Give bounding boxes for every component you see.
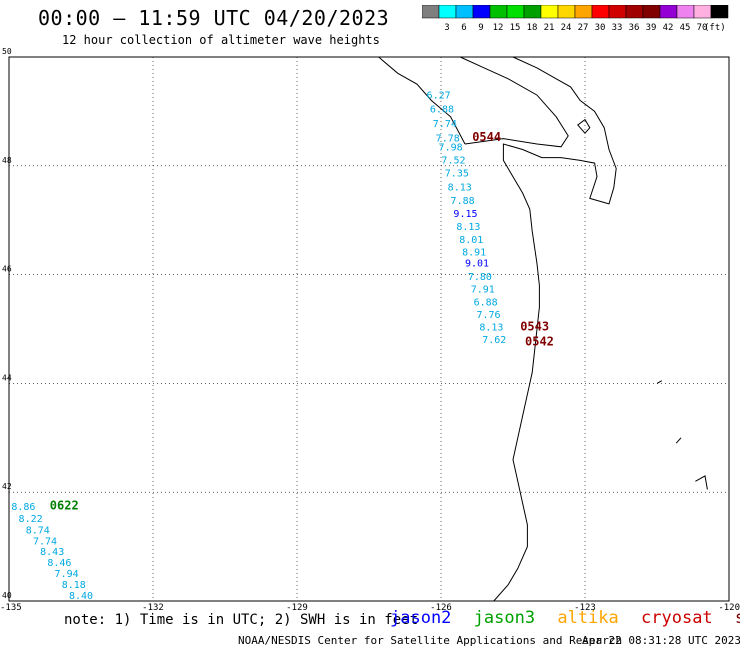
legend-label: 45 — [680, 23, 691, 33]
mission-s3a: s3a — [735, 608, 740, 628]
legend-label: 21 — [544, 23, 555, 33]
swh-value: 7.94 — [55, 569, 79, 580]
coast-fragment — [675, 437, 682, 444]
swh-value: 8.01 — [459, 235, 483, 246]
pass-time: 0622 — [50, 499, 79, 513]
swh-value: 7.78 — [436, 133, 460, 144]
lon-label: -129 — [286, 603, 308, 613]
swh-value: 7.52 — [441, 156, 465, 167]
swh-value: 6.88 — [474, 298, 498, 309]
map-title: 00:00 – 11:59 UTC 04/20/2023 — [38, 6, 390, 30]
pass-time: 0543 — [520, 320, 549, 334]
map-frame — [8, 56, 730, 602]
swh-value: 7.91 — [471, 285, 495, 296]
swh-value: 6.27 — [427, 90, 451, 101]
legend-label: 12 — [493, 23, 504, 33]
san-juan-islands — [577, 118, 591, 134]
swh-value: 7.76 — [476, 310, 500, 321]
swh-value: 7.74 — [33, 536, 57, 547]
legend-swatch — [710, 5, 729, 19]
swh-value: 7.98 — [439, 143, 463, 154]
swh-value: 7.62 — [482, 335, 506, 346]
color-legend: 3 6 9 12 15 18 21 24 27 30 33 36 39 42 45 70(ft) — [422, 5, 729, 33]
legend-label: 70 — [697, 23, 708, 33]
lat-label: 44 — [2, 373, 12, 382]
legend-label: 6 — [461, 23, 466, 33]
legend-label: 33 — [612, 23, 623, 33]
lon-label: -135 — [0, 603, 22, 613]
footer-note: note: 1) Time is in UTC; 2) SWH is in fe… — [64, 612, 419, 628]
legend-label: 24 — [561, 23, 572, 33]
lat-label: 48 — [2, 156, 12, 165]
swh-value: 9.01 — [465, 258, 489, 269]
swh-value: 8.91 — [462, 248, 486, 259]
swh-value: 8.22 — [19, 514, 43, 525]
pass-time: 0542 — [525, 334, 554, 348]
legend-label: 42 — [663, 23, 674, 33]
swh-value: 8.43 — [40, 547, 64, 558]
lat-label: 46 — [2, 265, 12, 274]
legend-label: 36 — [629, 23, 640, 33]
mission-jason2: jason2 — [390, 608, 452, 628]
coast-fragment — [695, 475, 708, 490]
swh-value: 8.18 — [62, 580, 86, 591]
swh-value: 9.15 — [453, 209, 477, 220]
mission-legend: jason2 jason3 altika cryosat s3a — [390, 608, 740, 628]
legend-label: 3 — [444, 23, 449, 33]
swh-value: 7.80 — [468, 272, 492, 283]
pass-time: 0544 — [472, 130, 501, 144]
swh-value: 8.74 — [26, 526, 50, 537]
swh-value: 8.86 — [11, 502, 35, 513]
legend-label: 15 — [510, 23, 521, 33]
swh-value: 7.88 — [451, 196, 475, 207]
lon-label: -132 — [142, 603, 164, 613]
mission-altika: altika — [557, 608, 619, 628]
swh-value: 8.40 — [69, 591, 93, 602]
map-grid — [9, 57, 729, 601]
island-coast-west — [378, 56, 466, 145]
map-subtitle: 12 hour collection of altimeter wave hei… — [62, 33, 380, 47]
swh-value: 8.13 — [448, 182, 472, 193]
coast-fragment — [656, 380, 663, 384]
legend-unit: (ft) — [704, 23, 726, 33]
timestamp: Apr 22 08:31:28 UTC 2023 — [582, 634, 740, 647]
swh-value: 6.88 — [430, 104, 454, 115]
legend-label: 9 — [478, 23, 483, 33]
legend-label: 30 — [595, 23, 606, 33]
longitude-labels: -135 -132 -129 -126 -123 -120 — [0, 603, 740, 613]
mission-jason3: jason3 — [473, 608, 536, 628]
swh-value: 7.74 — [433, 119, 457, 130]
legend-label: 39 — [646, 23, 657, 33]
swh-value: 7.35 — [445, 169, 469, 180]
lon-label: -120 — [718, 603, 740, 613]
lon-label: -123 — [574, 603, 596, 613]
credit-text: NOAA/NESDIS Center for Satellite Applica… — [238, 634, 623, 647]
observation-labels: 6.27 6.88 7.74 7.787.98 7.52 7.35 8.13 7.88 9.15… — [11, 90, 506, 601]
latitude-labels: 50 48 46 44 42 40 — [2, 47, 12, 600]
lat-label: 50 — [2, 47, 12, 56]
lon-label: -126 — [430, 603, 452, 613]
mission-cryosat: cryosat — [641, 608, 713, 628]
island-coast-east — [459, 56, 569, 148]
mainland-coast — [493, 56, 617, 602]
lat-label: 42 — [2, 482, 12, 491]
lat-label: 40 — [2, 591, 12, 600]
swh-value: 8.13 — [456, 222, 480, 233]
swh-value: 8.46 — [47, 558, 71, 569]
legend-label: 27 — [578, 23, 589, 33]
legend-label: 18 — [527, 23, 538, 33]
swh-value: 8.13 — [479, 323, 503, 334]
coastline — [378, 56, 708, 602]
